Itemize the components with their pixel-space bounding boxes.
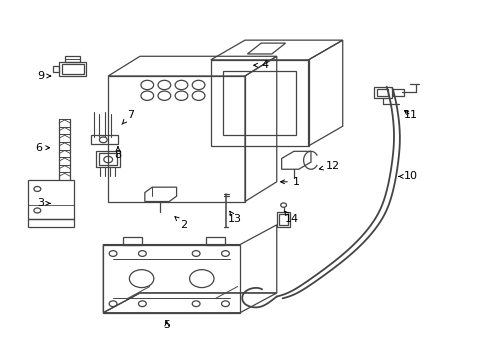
- Text: 12: 12: [319, 161, 340, 171]
- Text: 1: 1: [281, 177, 300, 187]
- Text: 13: 13: [228, 211, 242, 224]
- Bar: [99, 153, 118, 165]
- Bar: [27, 180, 74, 220]
- Bar: [211, 60, 309, 146]
- Bar: [108, 76, 245, 202]
- Text: 5: 5: [163, 320, 171, 330]
- Text: 3: 3: [37, 198, 50, 208]
- Bar: [62, 64, 84, 74]
- Text: 10: 10: [398, 171, 418, 181]
- Bar: [59, 62, 86, 76]
- Bar: [223, 71, 296, 135]
- Text: 2: 2: [175, 217, 188, 230]
- Text: 6: 6: [35, 143, 49, 153]
- Bar: [27, 220, 74, 227]
- Bar: [277, 212, 291, 226]
- Text: 14: 14: [284, 211, 298, 224]
- Bar: [65, 56, 80, 62]
- Bar: [374, 87, 392, 98]
- Text: 11: 11: [404, 111, 418, 121]
- Bar: [123, 237, 143, 244]
- Bar: [206, 237, 225, 244]
- Text: 7: 7: [122, 111, 134, 124]
- Bar: [393, 89, 404, 96]
- Bar: [279, 215, 289, 225]
- Bar: [377, 89, 388, 96]
- Bar: [91, 135, 118, 144]
- Bar: [96, 151, 121, 167]
- Text: 8: 8: [114, 147, 122, 160]
- Text: 4: 4: [254, 60, 268, 70]
- Text: 9: 9: [37, 71, 50, 81]
